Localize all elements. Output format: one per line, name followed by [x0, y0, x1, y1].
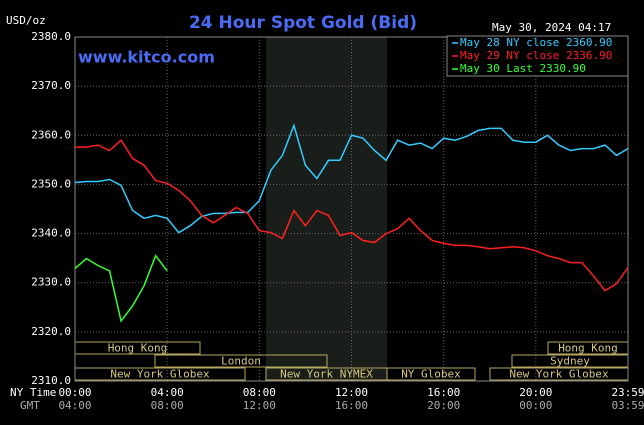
- session-label: Sydney: [550, 355, 590, 368]
- session-label: London: [221, 355, 261, 368]
- x-tick-label: 12:00: [335, 386, 368, 399]
- series-line: [74, 254, 168, 323]
- y-tick-label: 2370.0: [31, 79, 71, 92]
- legend-entry: May 30 Last 2330.90: [460, 62, 586, 75]
- plot-frame: [74, 36, 629, 382]
- x-tick-label: 00:00: [58, 386, 91, 399]
- x-tick-label: 08:00: [243, 386, 276, 399]
- session-label: Hong Kong: [108, 342, 168, 355]
- y-tick-label: 2380.0: [31, 30, 71, 43]
- y-tick-label: 2340.0: [31, 227, 71, 240]
- nymex-shade: [266, 37, 387, 381]
- x-tick-label: 16:00: [427, 386, 460, 399]
- session-label: New York NYMEX: [280, 368, 373, 381]
- x-tick-label: 04:00: [151, 386, 184, 399]
- timestamp: May 30, 2024 04:17: [492, 21, 611, 34]
- x-row-label: NY Time: [10, 386, 56, 399]
- x-tick-label: 23:59: [611, 386, 644, 399]
- legend-entry: May 28 NY close 2360.90: [460, 36, 612, 49]
- x-tick-label-gmt: 12:00: [243, 399, 276, 412]
- chart-title: 24 Hour Spot Gold (Bid): [189, 13, 417, 33]
- x-tick-label-gmt: 03:59: [611, 399, 644, 412]
- y-tick-label: 2310.0: [31, 374, 71, 387]
- x-row-label: GMT: [20, 399, 40, 412]
- series-line: [75, 139, 629, 292]
- x-tick-label-gmt: 00:00: [519, 399, 552, 412]
- y-axis-label: USD/oz: [6, 14, 46, 27]
- series-line: [74, 123, 629, 234]
- x-tick-label-gmt: 20:00: [427, 399, 460, 412]
- legend-entry: May 29 NY close 2336.90: [460, 49, 612, 62]
- y-tick-label: 2360.0: [31, 128, 71, 141]
- y-tick-label: 2350.0: [31, 177, 71, 190]
- session-label: New York Globex: [509, 368, 609, 381]
- legend-box: [446, 35, 629, 77]
- x-tick-label: 20:00: [519, 386, 552, 399]
- session-box: [386, 367, 476, 381]
- session-label: NY Globex: [401, 368, 461, 381]
- session-box: [154, 354, 328, 368]
- watermark: www.kitco.com: [78, 48, 215, 67]
- x-tick-label-gmt: 04:00: [58, 399, 91, 412]
- session-label: Hong Kong: [558, 342, 618, 355]
- x-tick-label-gmt: 16:00: [335, 399, 368, 412]
- x-tick-label-gmt: 08:00: [151, 399, 184, 412]
- y-tick-label: 2330.0: [31, 276, 71, 289]
- y-tick-label: 2320.0: [31, 325, 71, 338]
- session-label: New York Globex: [110, 368, 210, 381]
